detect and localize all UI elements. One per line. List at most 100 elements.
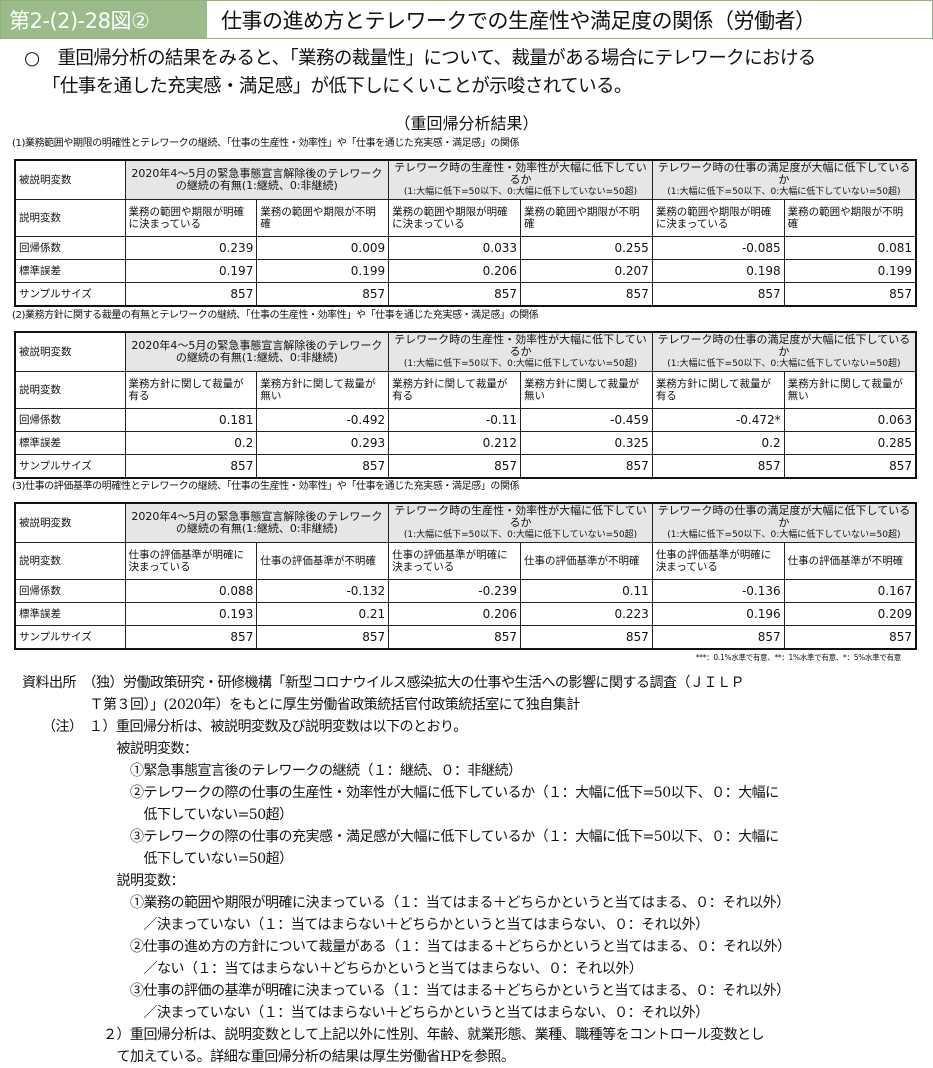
dependent-variable-header: 2020年4～5月の緊急事態宣言解除後のテレワークの継続の有無(1:継続、0:非… [124,331,390,372]
note-line: Ｔ第３回）」(2020年）をもとに厚生労働省政策統括官付政策統括室にて独自集計 [22,697,580,713]
explanatory-cell: 業務の範囲や期限が明確に決まっている [651,199,785,237]
value-cell: -0.239 [388,579,521,603]
value-cell: 0.207 [519,259,653,283]
coef-row: 回帰係数 0.088 -0.132 -0.239 0.11 -0.136 0.167 [14,579,917,603]
row-label: 標準誤差 [14,431,126,455]
dependent-sub: (1:大幅に低下=50以下、0:大幅に低下していない=50超) [403,359,638,369]
note-line: ③仕事の評価の基準が明確に決まっている（１：当てはまる＋どちらかというと当てはま… [22,983,790,999]
value-cell: 0.206 [388,259,521,283]
note-line: ／決まっていない（１：当てはまらない＋どちらかというと当てはまらない、０：それ以… [22,1005,709,1021]
dependent-main: テレワーク時の生産性・効率性が大幅に低下しているか [394,161,647,186]
row-label: サンプルサイズ [14,282,126,306]
value-cell: 0.198 [651,259,785,283]
value-cell: 857 [519,625,653,649]
value-cell: 0.21 [256,602,390,626]
value-cell: 0.088 [124,579,258,603]
value-cell: 857 [783,625,917,649]
dependent-sub: (1:大幅に低下=50以下、0:大幅に低下していない=50超) [667,530,901,540]
row-label: 標準誤差 [14,259,126,283]
explanatory-row: 説明変数 業務の範囲や期限が明確に決まっている 業務の範囲や期限が不明確 業務の範囲や… [14,199,917,237]
dependent-main: 2020年4～5月の緊急事態宣言解除後のテレワークの継続の有無(1:継続、0:非… [131,167,383,192]
source-notes: 資料出所 （独）労働政策研究・研修機構「新型コロナウイルス感染拡大の仕事や生活へ… [22,672,922,1068]
dependent-main: テレワーク時の仕事の満足度が大幅に低下しているか [657,504,911,529]
value-cell: -0.136 [651,579,785,603]
note-line: て加えている。詳細な重回帰分析の結果は厚生労働省HPを参照。 [22,1049,515,1065]
explanatory-cell: 業務方針に関して裁量が無い [783,371,917,409]
dependent-main: テレワーク時の生産性・効率性が大幅に低下しているか [394,504,647,529]
value-cell: -0.459 [519,408,653,432]
n-row: サンプルサイズ 857 857 857 857 857 857 [14,282,917,306]
dependent-sub: (1:大幅に低下=50以下、0:大幅に低下していない=50超) [403,187,638,197]
dependent-main: 2020年4～5月の緊急事態宣言解除後のテレワークの継続の有無(1:継続、0:非… [131,510,383,535]
value-cell: 857 [388,625,521,649]
dependent-variable-header: テレワーク時の仕事の満足度が大幅に低下しているか (1:大幅に低下=50以下、0:… [651,331,917,372]
explanatory-row: 説明変数 仕事の評価基準が明確に決まっている 仕事の評価基準が不明確 仕事の評価基準が… [14,542,917,580]
row-label: 説明変数 [14,542,126,580]
note-line: 低下していない=50超） [22,851,293,867]
value-cell: -0.132 [256,579,390,603]
explanatory-cell: 仕事の評価基準が不明確 [256,542,390,580]
dependent-row: 被説明変数 2020年4～5月の緊急事態宣言解除後のテレワークの継続の有無(1:継… [14,331,917,372]
value-cell: 857 [256,282,390,306]
value-cell: 0.2 [651,431,785,455]
dependent-main: テレワーク時の生産性・効率性が大幅に低下しているか [394,333,647,358]
row-label: 被説明変数 [14,159,126,200]
summary-line-2: 「仕事を通した充実感・満足感」が低下しにくいことが示唆されている。 [42,76,632,97]
row-label: サンプルサイズ [14,454,126,478]
value-cell: -0.472* [651,408,785,432]
row-label: 被説明変数 [14,502,126,543]
se-row: 標準誤差 0.193 0.21 0.206 0.223 0.196 0.209 [14,602,917,626]
value-cell: 857 [388,454,521,478]
value-cell: 0.239 [124,236,258,260]
explanatory-cell: 業務方針に関して裁量が有る [388,371,521,409]
row-label: 回帰係数 [14,408,126,432]
note-line: ／決まっていない（１：当てはまらない＋どちらかというと当てはまらない、０：それ以… [22,917,709,933]
figure-title: 仕事の進め方とテレワークでの生産性や満足度の関係（労働者） [221,8,816,33]
dependent-sub: (1:大幅に低下=50以下、0:大幅に低下していない=50超) [403,530,638,540]
explanatory-cell: 仕事の評価基準が明確に決まっている [651,542,785,580]
dependent-variable-header: テレワーク時の仕事の満足度が大幅に低下しているか (1:大幅に低下=50以下、0:… [651,159,917,200]
row-label: 説明変数 [14,371,126,409]
value-cell: 857 [124,454,258,478]
table-caption: (2)業務方針に関する裁量の有無とテレワークの継続、「仕事の生産性・効率性」や「… [12,310,539,321]
explanatory-cell: 業務方針に関して裁量が無い [519,371,653,409]
note-line: 被説明変数： [22,741,198,757]
value-cell: 0.212 [388,431,521,455]
note-line: ②仕事の進め方の方針について裁量がある（１：当てはまる＋どちらかというと当てはま… [22,939,791,955]
value-cell: 0.325 [519,431,653,455]
value-cell: -0.492 [256,408,390,432]
value-cell: 857 [256,454,390,478]
value-cell: 857 [783,454,917,478]
regression-table: 被説明変数 2020年4～5月の緊急事態宣言解除後のテレワークの継続の有無(1:継… [14,502,917,650]
value-cell: -0.11 [388,408,521,432]
dependent-variable-header: テレワーク時の生産性・効率性が大幅に低下しているか (1:大幅に低下=50以下、0… [388,502,653,543]
row-label: 説明変数 [14,199,126,237]
dependent-row: 被説明変数 2020年4～5月の緊急事態宣言解除後のテレワークの継続の有無(1:継… [14,159,917,200]
value-cell: 0.209 [783,602,917,626]
row-label: 回帰係数 [14,236,126,260]
explanatory-cell: 業務方針に関して裁量が無い [256,371,390,409]
coef-row: 回帰係数 0.181 -0.492 -0.11 -0.459 -0.472* 0.063 [14,408,917,432]
dependent-variable-header: テレワーク時の生産性・効率性が大幅に低下しているか (1:大幅に低下=50以下、0… [388,331,653,372]
explanatory-cell: 業務の範囲や期限が不明確 [256,199,390,237]
table-caption: (1)業務範囲や期限の明確性とテレワークの継続、「仕事の生産性・効率性」や「仕事… [12,138,520,149]
note-line: 資料出所 （独）労働政策研究・研修機構「新型コロナウイルス感染拡大の仕事や生活へ… [22,675,745,691]
value-cell: 0.199 [256,259,390,283]
dependent-variable-header: 2020年4～5月の緊急事態宣言解除後のテレワークの継続の有無(1:継続、0:非… [124,159,390,200]
value-cell: 0.193 [124,602,258,626]
se-row: 標準誤差 0.197 0.199 0.206 0.207 0.198 0.199 [14,259,917,283]
note-line: ①緊急事態宣言後のテレワークの継続（１：継続、０：非継続） [22,763,522,779]
row-label: 標準誤差 [14,602,126,626]
figure-number: 第2-(2)-28図② [1,1,207,38]
regression-table: 被説明変数 2020年4～5月の緊急事態宣言解除後のテレワークの継続の有無(1:継… [14,331,917,479]
value-cell: 857 [519,454,653,478]
note-line: ②テレワークの際の仕事の生産性・効率性が大幅に低下しているか（１：大幅に低下=5… [22,785,779,801]
value-cell: 0.223 [519,602,653,626]
value-cell: -0.085 [651,236,785,260]
value-cell: 0.11 [519,579,653,603]
value-cell: 0.2 [124,431,258,455]
summary: ○ 重回帰分析の結果をみると、「業務の裁量性」について、裁量がある場合にテレワー… [24,45,924,101]
value-cell: 0.063 [783,408,917,432]
summary-line-1: ○ 重回帰分析の結果をみると、「業務の裁量性」について、裁量がある場合にテレワー… [24,48,816,69]
value-cell: 0.255 [519,236,653,260]
